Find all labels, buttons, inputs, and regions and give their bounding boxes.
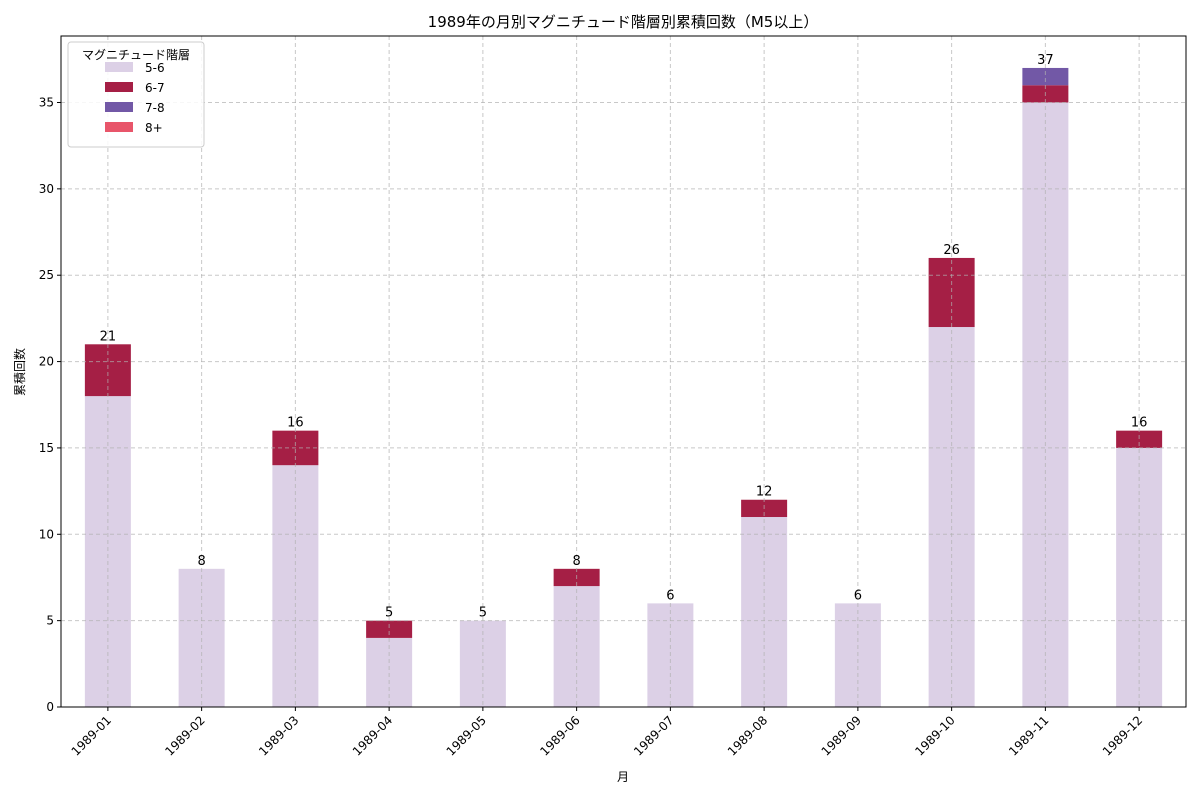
data-label: 26 bbox=[943, 243, 960, 258]
legend: マグニチュード階層 5-6 6-7 7-8 8+ bbox=[67, 41, 205, 148]
bar-segment-7-8 bbox=[1022, 67, 1069, 86]
x-tick-label: 1989-11 bbox=[1006, 713, 1051, 758]
legend-title: マグニチュード階層 bbox=[82, 47, 190, 62]
x-tick-label: 1989-06 bbox=[537, 713, 582, 758]
legend-swatch-5-6 bbox=[105, 62, 133, 72]
bar-segment-5-6 bbox=[928, 327, 975, 707]
x-tick-label: 1989-08 bbox=[725, 713, 770, 758]
data-label: 8 bbox=[572, 554, 580, 569]
legend-label: 5-6 bbox=[145, 61, 165, 75]
data-label: 12 bbox=[756, 485, 773, 500]
legend-swatch-6-7 bbox=[105, 82, 133, 92]
legend-swatch-7-8 bbox=[105, 102, 133, 112]
x-tick-label: 1989-12 bbox=[1100, 713, 1145, 758]
data-label: 8 bbox=[197, 554, 205, 569]
x-tick-label: 1989-03 bbox=[256, 713, 301, 758]
x-tick-label: 1989-02 bbox=[162, 713, 207, 758]
data-label: 21 bbox=[100, 329, 117, 344]
y-tick-label: 35 bbox=[39, 95, 54, 109]
data-label: 5 bbox=[385, 606, 393, 621]
y-tick-label: 15 bbox=[39, 441, 54, 455]
x-axis-label: 月 bbox=[617, 770, 629, 784]
legend-swatch-8+ bbox=[105, 122, 133, 132]
x-tick-label: 1989-01 bbox=[69, 713, 114, 758]
x-tick-label: 1989-04 bbox=[350, 713, 395, 758]
data-label: 37 bbox=[1037, 53, 1054, 68]
x-tick-label: 1989-07 bbox=[631, 713, 676, 758]
data-label: 16 bbox=[1131, 416, 1148, 431]
legend-label: 8+ bbox=[145, 121, 163, 135]
y-tick-label: 20 bbox=[39, 355, 54, 369]
x-tick-label: 1989-05 bbox=[444, 713, 489, 758]
x-tick-label: 1989-09 bbox=[819, 713, 864, 758]
bar-segment-5-6 bbox=[459, 620, 506, 707]
data-label: 5 bbox=[479, 606, 487, 621]
legend-box bbox=[67, 41, 205, 148]
y-tick-label: 5 bbox=[46, 614, 54, 628]
bar-segment-6-7 bbox=[1116, 430, 1163, 448]
data-label: 6 bbox=[854, 588, 862, 603]
legend-label: 7-8 bbox=[145, 101, 165, 115]
data-label: 6 bbox=[666, 588, 674, 603]
y-tick-label: 30 bbox=[39, 182, 54, 196]
y-axis-label: 累積回数 bbox=[12, 348, 27, 396]
legend-label: 6-7 bbox=[145, 81, 165, 95]
y-tick-label: 25 bbox=[39, 268, 54, 282]
bar-segment-6-7 bbox=[366, 620, 413, 638]
chart-title: 1989年の月別マグニチュード階層別累積回数（M5以上） bbox=[428, 13, 819, 31]
y-tick-label: 0 bbox=[46, 700, 54, 714]
data-label: 16 bbox=[287, 416, 304, 431]
y-tick-label: 10 bbox=[39, 527, 54, 541]
plot-frame bbox=[60, 35, 1187, 708]
x-tick-label: 1989-10 bbox=[912, 713, 957, 758]
